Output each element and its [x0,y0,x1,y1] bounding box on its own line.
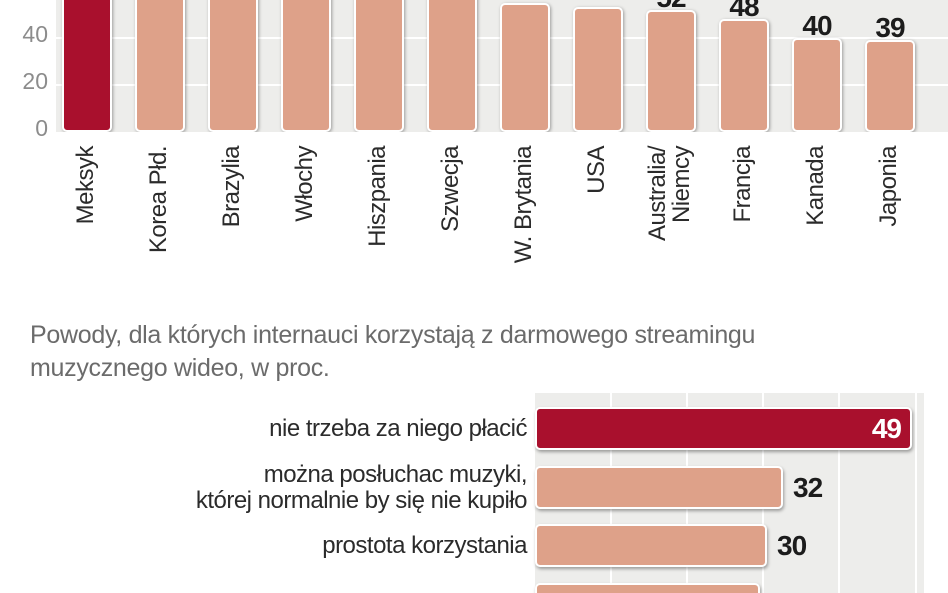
category-label-text: Kanada [802,146,829,226]
y-axis-tick-20: 20 [22,68,48,94]
category-label-francja: Francja [703,146,783,223]
y-axis-tick-40: 40 [22,21,48,47]
bar-korea-pld [135,0,185,132]
bar-value-australia-niemcy: 52 [634,0,708,12]
category-label-text: Brazylia [218,146,245,228]
category-label-kanada: Kanada [776,146,856,226]
category-label-korea-pld: Korea Płd. [119,146,199,253]
bottom-chart-title-line1: Powody, dla których internauci korzystaj… [30,321,756,349]
bar-usa [573,7,623,132]
row-label-nie-trzeba-za-niego-placic: nie trzeba za niego płacić [269,415,527,442]
category-label-text: Korea Płd. [145,146,172,254]
category-label-text: Australia/Niemcy [644,146,695,242]
category-label-australia-niemcy: Australia/Niemcy [630,146,710,241]
bar-wlochy [281,0,331,132]
row-label-prostota-korzystania: prostota korzystania [322,532,527,559]
category-label-text: Szwecja [437,146,464,232]
bar-japonia [865,40,915,132]
bar-moz-na-posluchac-muzyki-kto-rej-normalnie-by-sie-nie-kupilo [535,466,783,509]
category-label-w-brytania: W. Brytania [484,146,564,263]
category-label-hiszpania: Hiszpania [338,146,418,247]
bar-francja [719,19,769,132]
category-label-meksyk: Meksyk [46,146,126,224]
bar-prostota-korzystania [535,524,767,567]
category-label-text: Meksyk [72,146,99,225]
category-label-japonia: Japonia [849,146,929,227]
bar-hiszpania [354,0,404,132]
bar-nie-trzeba-za-niego-placic: 49 [535,407,912,450]
row-label-moz-na-posluchac-muzyki-kto-rej-normalnie-by-sie-nie-kupilo: można posłuchac muzyki, której normalnie … [195,461,528,514]
bar-meksyk [62,0,112,132]
gridline-x-40 [838,393,840,593]
category-label-text: Japonia [875,146,902,227]
gridline-x-50 [915,393,917,593]
bar-kanada [792,38,842,132]
bar-value-moz-na-posluchac-muzyki-kto-rej-normalnie-by-sie-nie-kupilo: 32 [793,472,823,503]
bar-w-brytania [500,3,550,132]
bottom-chart-title: Powody, dla których internauci korzystaj… [30,319,755,385]
bar-value-prostota-korzystania: 30 [777,530,807,561]
bar-value-nie-trzeba-za-niego-placic: 49 [871,413,902,444]
category-label-text: Francja [729,146,756,223]
bottom-chart-title-line2: muzycznego wideo, w proc. [30,354,330,382]
bar-bar [535,583,760,593]
category-label-brazylia: Brazylia [192,146,272,227]
category-label-text: USA [583,146,610,194]
bar-value-kanada: 40 [802,10,832,41]
bar-brazylia [208,0,258,132]
category-label-wlochy: Włochy [265,146,345,222]
category-label-text: Hiszpania [364,146,391,247]
y-axis-tick-0: 0 [35,115,48,141]
bar-value-francja: 48 [729,0,759,22]
category-label-szwecja: Szwecja [411,146,491,232]
category-label-text: W. Brytania [510,146,537,264]
category-label-usa: USA [557,146,637,194]
bar-szwecja [427,0,477,132]
top-bar-chart-plot: 52 48 40 39 [56,0,948,132]
category-label-text: Włochy [291,146,318,222]
bar-value-japonia: 39 [875,12,905,43]
bar-australia-niemcy [646,10,696,132]
